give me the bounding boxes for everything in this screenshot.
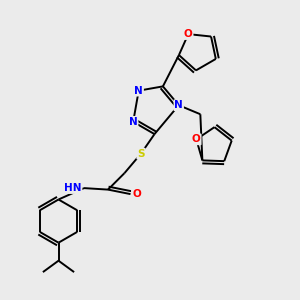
Text: O: O [184,29,193,39]
Text: N: N [134,86,143,96]
Text: S: S [137,148,145,159]
Text: HN: HN [64,183,82,193]
Text: N: N [174,100,183,110]
Text: O: O [132,189,141,199]
Text: O: O [192,134,201,144]
Text: N: N [129,117,138,127]
